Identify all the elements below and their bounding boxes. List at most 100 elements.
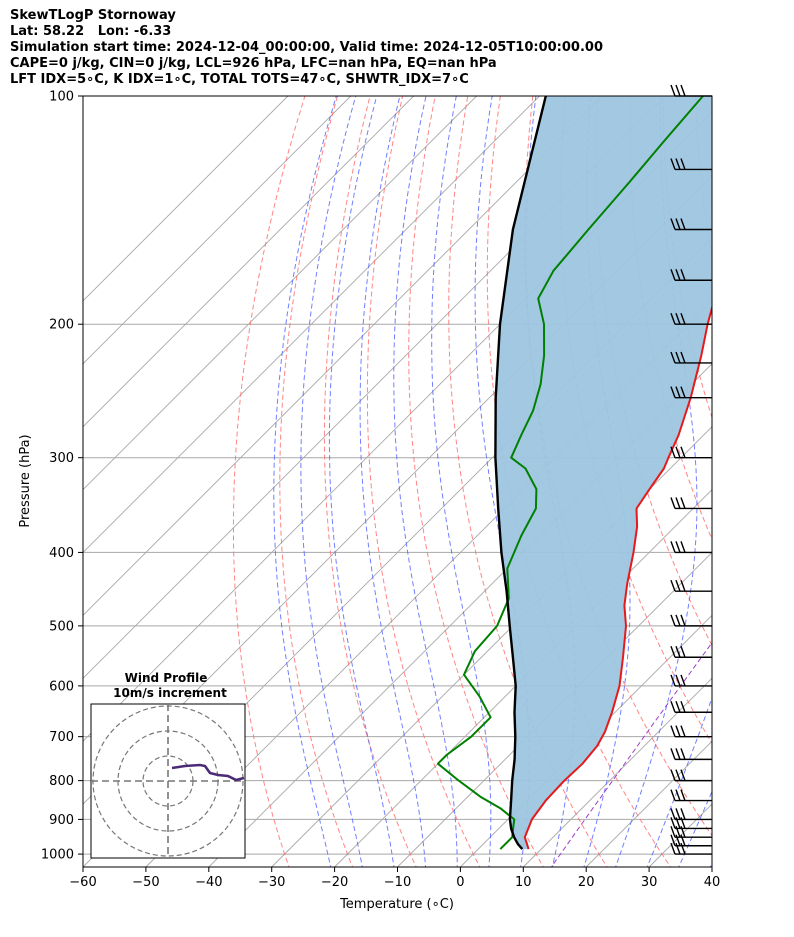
y-tick-label: 1000 [41, 848, 74, 863]
dry-adiabat [761, 96, 794, 870]
moist-adiabat [474, 96, 530, 867]
wind-barb-flag [670, 817, 676, 829]
wind-barb-flag [680, 748, 686, 760]
x-tick-label: −20 [321, 875, 348, 890]
y-axis-label: Pressure (hPa) [18, 434, 33, 527]
temperature-line [523, 304, 712, 850]
wind-barb-flag [675, 674, 681, 687]
dry-adiabat [448, 96, 608, 867]
x-tick-label: 40 [704, 875, 721, 890]
wind-barb-flag [675, 497, 681, 509]
wind-barb-flag [670, 386, 676, 398]
wind-barb-flag [680, 769, 686, 781]
wind-barb-flag [670, 269, 676, 281]
moist-adiabat [678, 790, 712, 867]
params-line: CAPE=0 j/kg, CIN=0 j/kg, LCL=926 hPa, LF… [10, 56, 497, 71]
indices-line: LFT IDX=5∘C, K IDX=1∘C, TOTAL TOTS=47∘C,… [10, 72, 469, 87]
wind-barb-flag [670, 312, 676, 325]
wind-barb-flag [670, 351, 676, 364]
moist-adiabat [431, 96, 492, 867]
y-tick-label: 800 [49, 774, 74, 789]
wind-barb-flag [680, 312, 686, 325]
wind-barb-flag [670, 579, 676, 592]
wind-barb-flag [680, 701, 686, 713]
wind-barb-flag [670, 701, 676, 713]
dry-adiabat [408, 96, 544, 867]
inset-subtitle: 10m/s increment [113, 686, 227, 700]
wind-barb-flag [670, 84, 676, 97]
wind-barb-flag [670, 158, 676, 170]
wind-barb-flag [675, 701, 681, 713]
cape-cin-fill [495, 96, 712, 850]
wind-barb-flag [680, 84, 686, 97]
wind-barb-flag [675, 541, 681, 553]
wind-barb-flag [670, 497, 676, 509]
y-tick-label: 500 [49, 619, 74, 634]
chart-header: SkewTLogP Stornoway Lat: 58.22 Lon: -6.3… [10, 8, 603, 88]
x-tick-label: 20 [578, 875, 595, 890]
isotherm-line [711, 866, 712, 867]
wind-barb-flag [675, 351, 681, 364]
isotherm-line [271, 426, 712, 867]
wind-profile-line [171, 763, 245, 782]
isotherm-line [83, 96, 352, 365]
dry-adiabat [279, 96, 354, 867]
y-tick-label: 900 [49, 813, 74, 828]
wind-barb-flag [670, 769, 676, 781]
dry-adiabat [366, 96, 481, 867]
moist-adiabat [273, 96, 337, 867]
moist-adiabat [709, 862, 712, 867]
wind-barb-flag [670, 614, 676, 627]
dry-adiabat [323, 96, 417, 867]
wind-barb-flag [680, 579, 686, 592]
wind-barb-flag [670, 808, 676, 820]
wind-barb-flag [675, 769, 681, 781]
x-tick-label: −40 [195, 875, 222, 890]
wind-barb-flag [680, 269, 686, 281]
wind-barb-flag [680, 351, 686, 364]
mixing-ratio-line [550, 641, 712, 867]
isotherm-line [83, 96, 603, 617]
axes: −60 −50 −40 −30 −20 −10 0 10 20 30 40 1000 900 800 700… [41, 90, 720, 891]
moist-adiabat [646, 696, 712, 867]
wind-barb-flag [675, 748, 681, 760]
wind-barb-flag [680, 842, 686, 855]
wind-barb-flag [675, 646, 681, 658]
wind-barb-flag [675, 579, 681, 592]
wind-barb-flag [680, 614, 686, 627]
x-tick-label: −10 [384, 875, 411, 890]
dry-adiabat [232, 96, 306, 867]
wind-barb-flag [670, 541, 676, 553]
wind-barb-flag [675, 84, 681, 97]
wind-barb-flag [670, 674, 676, 687]
wind-barb-flag [670, 646, 676, 658]
wind-profile-inset: Wind Profile 10m/s increment [90, 671, 246, 859]
inset-plot [91, 704, 245, 858]
isotherm-line [83, 96, 415, 428]
wind-barb-flag [680, 541, 686, 553]
wind-barb-flag [680, 158, 686, 170]
wind-barb-flag [675, 446, 681, 458]
wind-barb-flag [680, 386, 686, 398]
wind-barb-flag [675, 158, 681, 170]
x-tick-label: −60 [69, 875, 96, 890]
isotherm-line [83, 96, 540, 554]
parcel-line [494, 96, 547, 850]
wind-barb-flag [675, 808, 681, 820]
moist-adiabat [359, 96, 427, 867]
wind-barb-flag [680, 646, 686, 658]
wind-barb-flag [680, 808, 686, 820]
wind-barb-flag [680, 446, 686, 458]
y-tick-label: 600 [49, 679, 74, 694]
isotherm-line [334, 488, 712, 867]
y-tick-label: 300 [49, 451, 74, 466]
x-axis-label: Temperature (∘C) [339, 897, 454, 912]
chart-title: SkewTLogP Stornoway [10, 8, 176, 23]
wind-barb-flag [675, 725, 681, 737]
y-tick-label: 700 [49, 730, 74, 745]
x-tick-label: 0 [456, 875, 464, 890]
wind-barb-flag [670, 748, 676, 760]
time-line: Simulation start time: 2024-12-04_00:00:… [10, 40, 603, 55]
location-line: Lat: 58.22 Lon: -6.33 [10, 24, 172, 39]
